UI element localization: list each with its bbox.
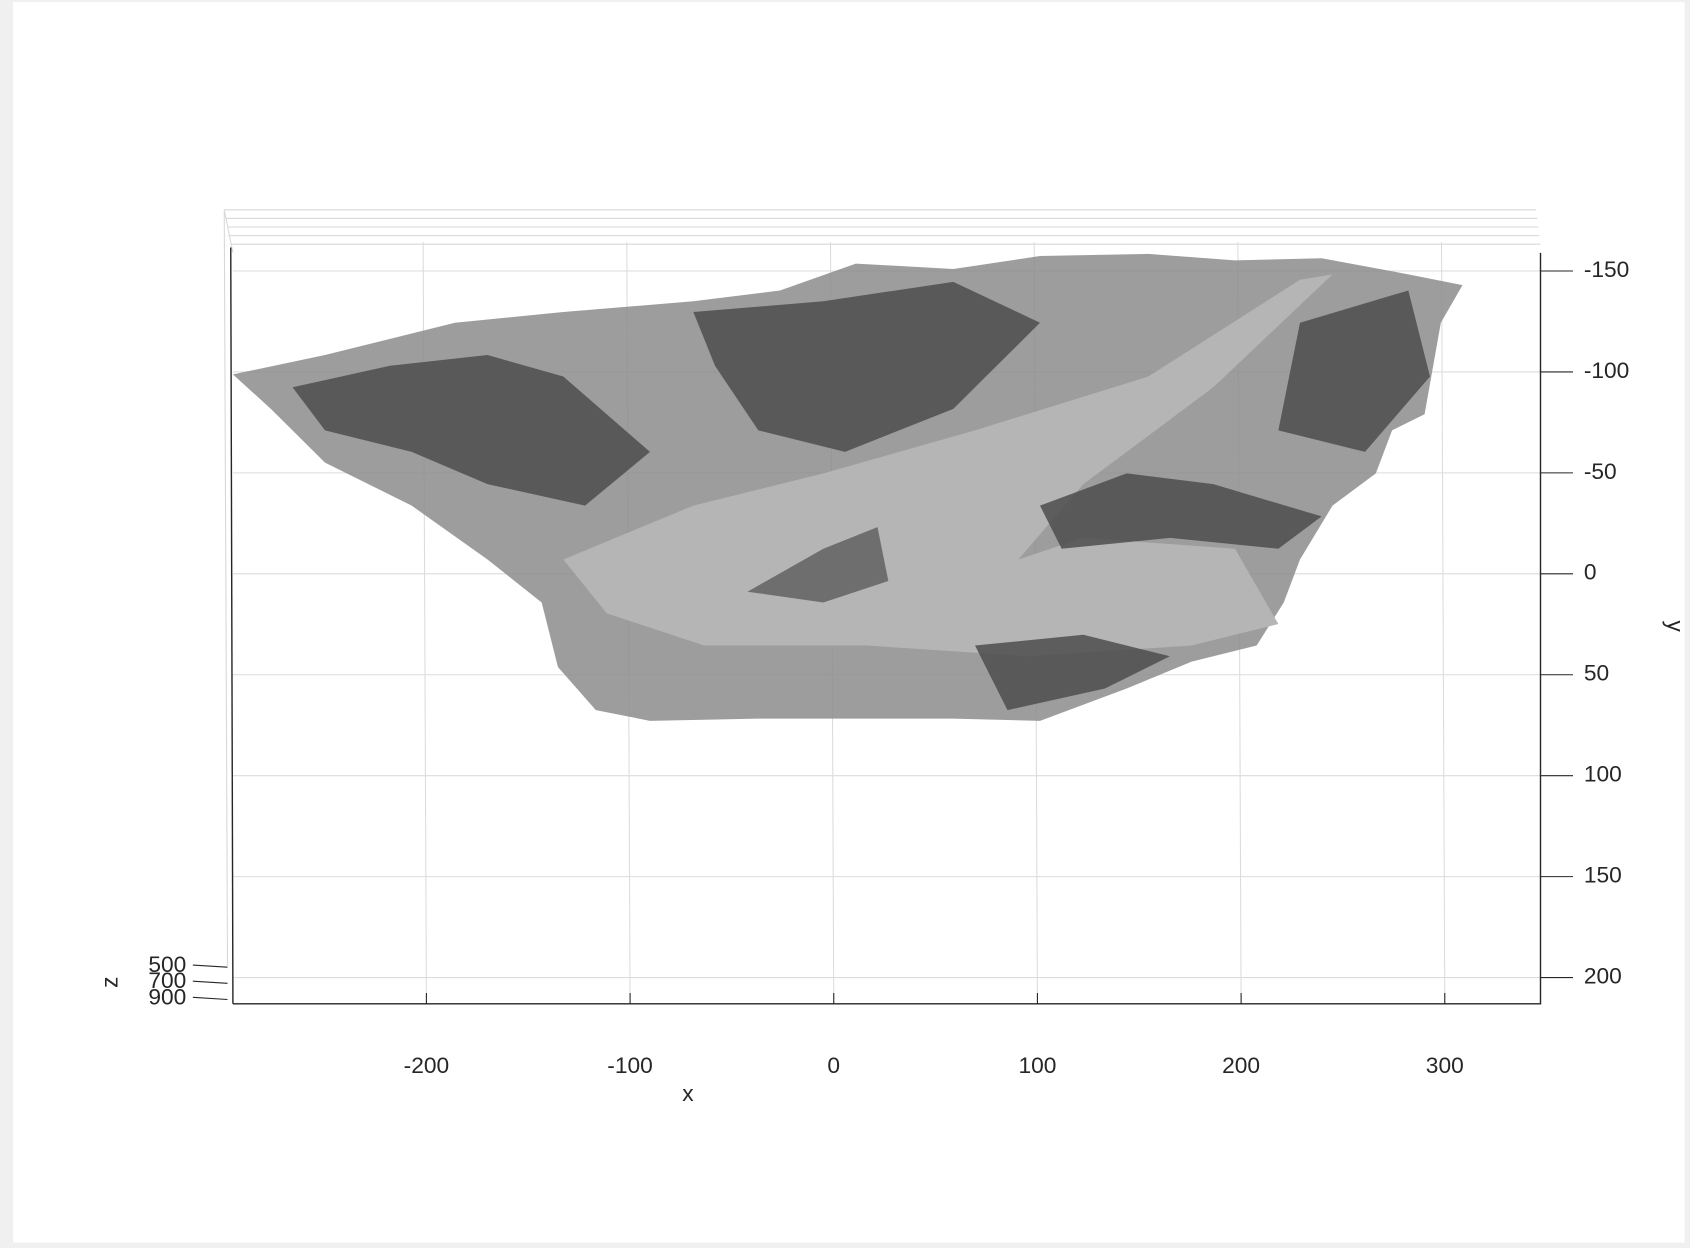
cloud-trees [292,281,1430,711]
z-tick-label: 700 [148,967,186,993]
z-tick [192,996,228,1001]
y-tick-label: 50 [1584,660,1609,686]
cloud-pit [747,527,889,603]
axes-box-3d [223,209,1541,967]
y-axis-label: y [1663,621,1689,633]
y-tick-label: 200 [1584,963,1622,989]
x-tick-label: 200 [1222,1052,1260,1078]
x-tick-label: -100 [607,1052,653,1078]
x-tick-label: -200 [404,1052,450,1078]
y-tick-label: -150 [1584,256,1630,282]
y-tick-label: 150 [1584,862,1622,888]
y-tick-label: -50 [1584,458,1617,484]
z-tick [192,980,228,984]
y-tick-label: 0 [1584,559,1597,585]
cloud-slope [563,274,1333,657]
z-tick-label: 500 [148,951,186,977]
z-tick [192,964,228,968]
axes-frame [232,252,1542,1005]
point-cloud [232,253,1463,721]
z-axis-label: z [97,977,123,988]
left-edge [230,247,234,1004]
y-tick-label: -100 [1584,357,1630,383]
x-axis-label: x [682,1080,694,1106]
axes: x y z -200 -100 0 100 200 300 -150 -100 -50 0 50 10… [97,247,1689,1106]
perspective-edges [224,209,1541,245]
x-tick-label: 0 [827,1052,840,1078]
y-tick-label: 100 [1584,761,1622,787]
perspective-side [223,209,234,967]
z-tick-label: 900 [148,983,186,1009]
x-tick-label: 300 [1426,1052,1464,1078]
x-tick-label: 100 [1018,1052,1056,1078]
